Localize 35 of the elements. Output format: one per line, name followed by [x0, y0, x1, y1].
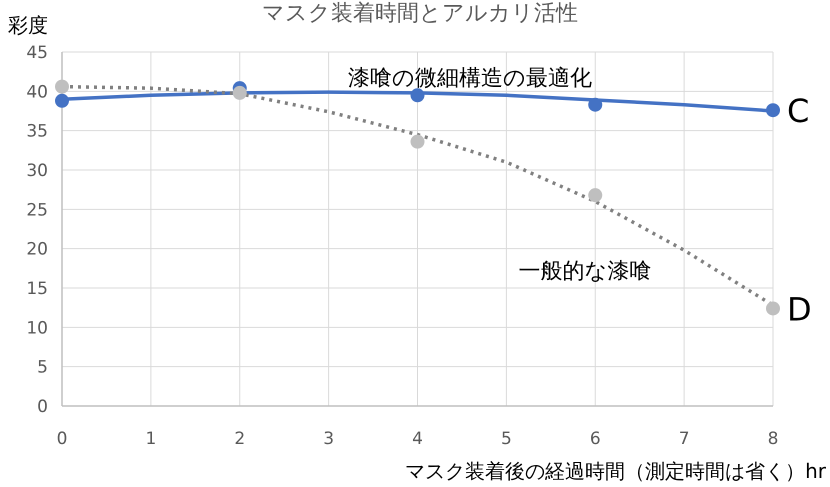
- y-tick-label: 30: [26, 161, 48, 181]
- annotation: 漆喰の微細構造の最適化: [348, 66, 592, 91]
- x-tick-label: 2: [234, 429, 246, 449]
- y-tick-label: 5: [37, 358, 48, 378]
- y-tick-label: 0: [37, 397, 48, 417]
- x-tick-label: 7: [678, 429, 690, 449]
- y-tick-label: 15: [26, 279, 48, 299]
- y-tick-label: 45: [26, 43, 48, 63]
- point: [55, 94, 69, 108]
- point: [410, 134, 424, 149]
- point: [55, 80, 69, 94]
- series-label: D: [787, 290, 812, 328]
- annotation: 一般的な漆喰: [518, 259, 652, 284]
- point: [410, 88, 424, 102]
- x-tick-label: 1: [145, 429, 156, 449]
- point: [766, 301, 780, 316]
- x-tick-label: 0: [56, 429, 68, 449]
- x-tick-label: 8: [768, 429, 778, 449]
- point: [232, 86, 247, 100]
- x-tick-label: 6: [590, 429, 601, 449]
- y-tick-label: 20: [26, 240, 48, 260]
- series-label: C: [787, 92, 810, 130]
- point: [766, 103, 780, 118]
- x-tick-label: 5: [500, 429, 512, 449]
- chart-title: マスク装着時間とアルカリ活性: [262, 1, 578, 26]
- y-axis-title: 彩度: [8, 13, 48, 37]
- y-tick-label: 25: [26, 200, 48, 220]
- point: [588, 98, 602, 112]
- x-tick-label: 4: [412, 429, 423, 449]
- y-tick-label: 40: [26, 82, 48, 102]
- y-tick-label: 35: [26, 122, 48, 142]
- x-tick-label: 3: [323, 429, 334, 449]
- point: [588, 188, 602, 202]
- x-axis-title: マスク装着後の経過時間（測定時間は省く）hr: [405, 459, 827, 483]
- y-tick-label: 10: [26, 318, 48, 338]
